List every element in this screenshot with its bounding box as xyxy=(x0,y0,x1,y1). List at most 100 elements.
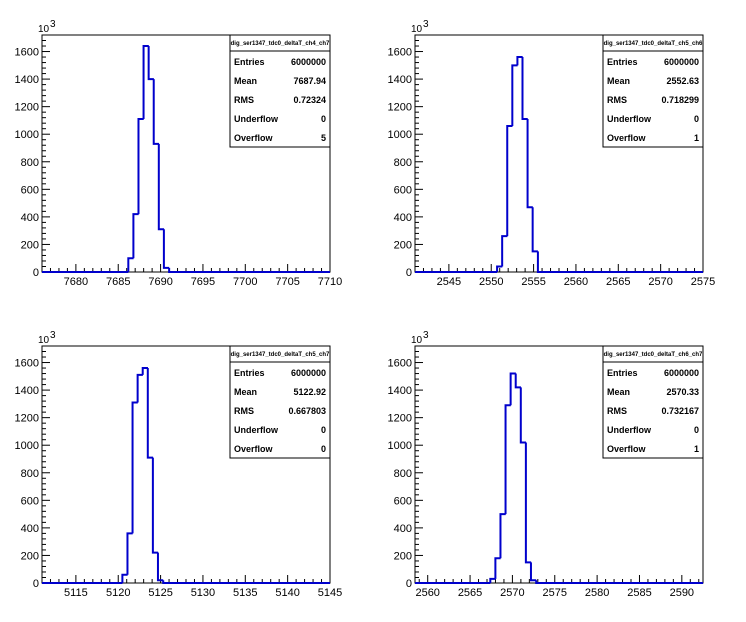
y-tick-label: 400 xyxy=(21,523,39,535)
stats-box: dig_ser1347_tdc0_deltaT_ch6_ch7 Entries 60… xyxy=(602,345,704,459)
stats-row-label: RMS xyxy=(234,95,254,105)
x-tick-label: 7710 xyxy=(318,276,342,288)
y-tick-label: 200 xyxy=(21,550,39,562)
histogram-bin xyxy=(496,265,503,272)
y-tick-label: 1600 xyxy=(15,47,39,59)
x-tick-label: 7685 xyxy=(106,276,130,288)
stats-row-label: Underflow xyxy=(607,425,652,435)
histogram-bin xyxy=(152,79,159,145)
histogram-bin xyxy=(126,532,133,575)
stats-row-value: 1 xyxy=(694,444,699,454)
x-tick-label: 2545 xyxy=(437,276,461,288)
stats-row-value: 1 xyxy=(694,133,699,143)
x-tick-label: 2550 xyxy=(479,276,503,288)
stats-row-value: 2552.63 xyxy=(666,76,699,86)
histogram-bin xyxy=(162,229,170,269)
histogram-bin xyxy=(526,119,533,209)
x-tick-label: 5115 xyxy=(64,587,88,599)
y-tick-label: 600 xyxy=(394,495,412,507)
stats-row-value: 6000000 xyxy=(664,57,699,67)
histogram-series xyxy=(42,45,330,273)
stats-row-value: 6000000 xyxy=(291,57,326,67)
stats-row-label: Underflow xyxy=(607,114,652,124)
y-tick-label: 800 xyxy=(394,468,412,480)
x-tick-label: 2560 xyxy=(415,587,439,599)
histogram-bin xyxy=(136,373,143,403)
x-tick-label: 2565 xyxy=(458,587,482,599)
y-tick-label: 600 xyxy=(21,495,39,507)
stats-row-label: Mean xyxy=(607,387,630,397)
stats-row-value: 7687.94 xyxy=(293,76,326,86)
stats-box-frame xyxy=(602,34,704,148)
stats-row-label: Mean xyxy=(234,76,257,86)
histogram-bin xyxy=(501,235,508,267)
y-tick-label: 400 xyxy=(394,212,412,224)
stats-box: dig_ser1347_tdc0_deltaT_ch4_ch7 Entries 60… xyxy=(229,34,331,148)
y-tick-label: 1200 xyxy=(15,413,39,425)
histogram-tail xyxy=(535,580,703,584)
y-tick-label: 600 xyxy=(21,184,39,196)
histogram-bin xyxy=(146,368,154,459)
histogram-bin xyxy=(151,457,159,554)
y-tick-label: 1200 xyxy=(388,102,412,114)
stats-row-label: Overflow xyxy=(607,133,647,143)
histogram-bin xyxy=(499,513,506,559)
y-tick-label: 400 xyxy=(394,523,412,535)
stats-row-label: RMS xyxy=(234,406,254,416)
x-tick-label: 7680 xyxy=(64,276,88,288)
histogram-bin xyxy=(524,442,532,564)
stats-row-value: 5 xyxy=(321,133,326,143)
x-tick-label: 5125 xyxy=(148,587,172,599)
histogram-tail xyxy=(162,580,330,584)
histogram-series xyxy=(415,56,703,273)
x-tick-label: 5130 xyxy=(191,587,215,599)
x-tick-label: 7705 xyxy=(275,276,299,288)
y-tick-label: 1600 xyxy=(388,47,412,59)
y-tick-label: 800 xyxy=(21,468,39,480)
x-tick-label: 2570 xyxy=(500,587,524,599)
x-tick-label: 5120 xyxy=(106,587,130,599)
stats-row-label: Underflow xyxy=(234,114,279,124)
x-tick-label: 2570 xyxy=(648,276,672,288)
stats-row-value: 0 xyxy=(321,114,326,124)
stats-box: dig_ser1347_tdc0_deltaT_ch5_ch6 Entries 60… xyxy=(602,34,704,148)
histogram-bin xyxy=(514,373,521,389)
x-tick-label: 5145 xyxy=(318,587,342,599)
x-tick-label: 5135 xyxy=(233,587,257,599)
histogram-series xyxy=(42,367,330,584)
histogram-bin xyxy=(156,552,164,582)
stats-row-label: Overflow xyxy=(234,444,274,454)
stats-row-label: Entries xyxy=(234,368,265,378)
stats-box-frame xyxy=(229,345,331,459)
histogram-bin xyxy=(157,143,165,231)
y-tick-label: 1400 xyxy=(15,385,39,397)
x-tick-label: 2580 xyxy=(585,587,609,599)
y-tick-label: 1400 xyxy=(388,74,412,86)
stats-row-label: Mean xyxy=(607,76,630,86)
histogram-bin xyxy=(509,372,516,406)
stats-row-label: Entries xyxy=(607,368,638,378)
stats-title: dig_ser1347_tdc0_deltaT_ch4_ch7 xyxy=(231,41,330,47)
x-tick-label: 7700 xyxy=(233,276,257,288)
x-tick-label: 2555 xyxy=(521,276,545,288)
y-exponent-label: 10 xyxy=(411,24,423,35)
stats-row-value: 0 xyxy=(321,444,326,454)
y-exponent-label: 10 xyxy=(38,335,50,346)
y-tick-label: 800 xyxy=(21,157,39,169)
stats-box-frame xyxy=(229,34,331,148)
histogram-bin xyxy=(141,367,148,375)
stats-row-label: Entries xyxy=(234,57,265,67)
y-tick-label: 800 xyxy=(394,157,412,169)
y-tick-label: 1000 xyxy=(15,129,39,141)
stats-row-value: 0 xyxy=(321,425,326,435)
y-exponent-power: 3 xyxy=(50,330,56,341)
x-tick-label: 5140 xyxy=(275,587,299,599)
y-exponent-power: 3 xyxy=(423,19,429,30)
histogram-bin xyxy=(531,207,538,253)
y-tick-label: 1200 xyxy=(388,413,412,425)
x-tick-label: 2590 xyxy=(670,587,694,599)
histogram-bin xyxy=(506,124,513,237)
y-exponent-power: 3 xyxy=(50,19,56,30)
